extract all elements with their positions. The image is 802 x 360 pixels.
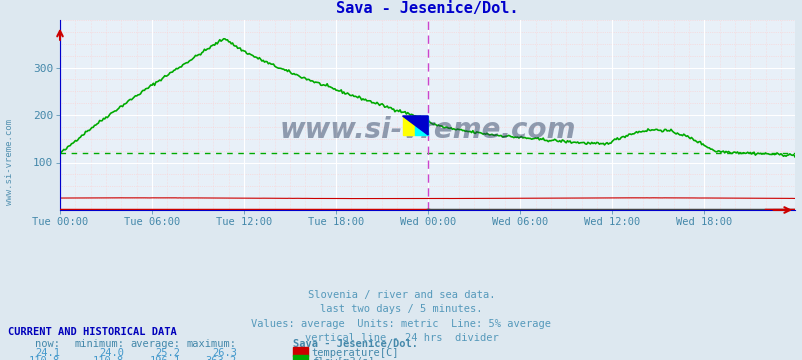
Text: 196.1: 196.1 (149, 356, 180, 360)
Text: flow[m3/s]: flow[m3/s] (311, 356, 374, 360)
Text: 110.8: 110.8 (29, 356, 60, 360)
Text: average:: average: (131, 339, 180, 349)
Polygon shape (415, 116, 427, 135)
Text: 110.8: 110.8 (93, 356, 124, 360)
Text: 24.1: 24.1 (35, 348, 60, 358)
Text: now:: now: (35, 339, 60, 349)
Text: 26.3: 26.3 (212, 348, 237, 358)
Title: Sava - Jesenice/Dol.: Sava - Jesenice/Dol. (336, 1, 518, 16)
Polygon shape (402, 116, 415, 135)
Text: 363.2: 363.2 (205, 356, 237, 360)
Text: 25.2: 25.2 (156, 348, 180, 358)
Text: temperature[C]: temperature[C] (311, 348, 399, 358)
Polygon shape (402, 116, 427, 135)
Text: www.si-vreme.com: www.si-vreme.com (5, 119, 14, 205)
Text: maximum:: maximum: (187, 339, 237, 349)
Text: www.si-vreme.com: www.si-vreme.com (279, 116, 575, 144)
Text: Sava - Jesenice/Dol.: Sava - Jesenice/Dol. (293, 339, 418, 349)
Text: CURRENT AND HISTORICAL DATA: CURRENT AND HISTORICAL DATA (8, 327, 176, 337)
Text: 24.0: 24.0 (99, 348, 124, 358)
Text: Slovenia / river and sea data.
last two days / 5 minutes.
Values: average  Units: Slovenia / river and sea data. last two … (251, 290, 551, 343)
Text: minimum:: minimum: (75, 339, 124, 349)
